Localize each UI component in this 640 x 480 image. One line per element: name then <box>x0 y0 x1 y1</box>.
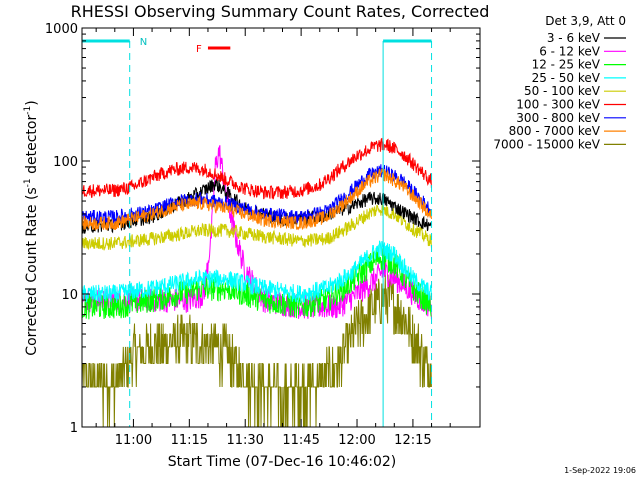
night-label: N <box>140 37 147 48</box>
y-label-end: ) <box>24 100 40 105</box>
series-4-line <box>82 204 432 251</box>
legend-label-7: 800 - 7000 keV <box>509 124 601 138</box>
chart-title: RHESSI Observing Summary Count Rates, Co… <box>71 2 490 21</box>
x-tick-label-0: 11:00 <box>115 433 152 448</box>
x-tick-label-1: 11:15 <box>171 433 208 448</box>
flare-label: F <box>196 44 202 55</box>
y-tick-label-0: 1 <box>70 421 78 436</box>
legend-label-6: 300 - 800 keV <box>516 111 600 125</box>
y-label-sup2: -1 <box>23 106 33 115</box>
legend-label-4: 50 - 100 keV <box>524 84 601 98</box>
y-label-mid: detector <box>24 115 40 179</box>
series-5-line <box>82 137 432 200</box>
series-3-line <box>82 240 432 304</box>
legend-label-3: 25 - 50 keV <box>532 71 601 85</box>
x-tick-label-2: 11:30 <box>226 433 263 448</box>
legend-label-5: 100 - 300 keV <box>516 98 600 112</box>
legend-label-2: 12 - 25 keV <box>532 58 601 72</box>
y-axis-label: Corrected Count Rate (s-1 detector-1) <box>23 100 40 355</box>
legend-label-8: 7000 - 15000 keV <box>493 137 600 151</box>
legend-title: Det 3,9, Att 0 <box>545 14 626 28</box>
series-8-line <box>82 274 432 427</box>
x-tick-label-4: 12:00 <box>338 433 375 448</box>
y-tick-label-1: 10 <box>61 288 78 303</box>
series-layer <box>82 137 432 427</box>
x-axis: 11:00 11:15 11:30 11:45 12:00 12:15 <box>95 28 451 448</box>
legend-label-0: 3 - 6 keV <box>547 31 601 45</box>
y-tick-label-3: 1000 <box>45 22 78 37</box>
y-axis: 1 10 100 1000 <box>45 22 480 436</box>
series-7-line <box>82 168 432 231</box>
y-label-main: Corrected Count Rate (s <box>24 187 40 355</box>
x-axis-label: Start Time (07-Dec-16 10:46:02) <box>168 454 396 470</box>
y-tick-label-2: 100 <box>53 155 78 170</box>
timestamp: 1-Sep-2022 19:06 <box>564 466 636 475</box>
x-tick-label-3: 11:45 <box>282 433 319 448</box>
plot-frame <box>81 27 481 428</box>
legend-label-1: 6 - 12 keV <box>539 44 601 58</box>
x-tick-label-5: 12:15 <box>394 433 431 448</box>
y-label-sup1: -1 <box>23 178 33 187</box>
